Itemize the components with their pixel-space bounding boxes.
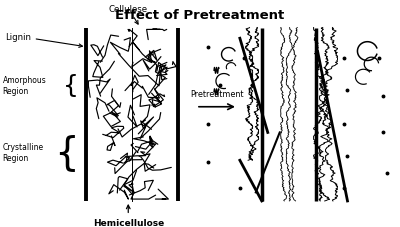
Text: Lignin: Lignin	[5, 32, 82, 48]
Text: Pretreatment: Pretreatment	[190, 90, 244, 99]
Text: Amorphous
Region: Amorphous Region	[3, 76, 46, 96]
Text: Effect of Pretreatment: Effect of Pretreatment	[115, 9, 285, 22]
Text: {: {	[54, 133, 78, 171]
Text: Crystalline
Region: Crystalline Region	[3, 142, 44, 162]
Text: Cellulose: Cellulose	[109, 5, 148, 25]
Text: Hemicellulose: Hemicellulose	[93, 205, 164, 227]
Text: {: {	[62, 74, 78, 98]
